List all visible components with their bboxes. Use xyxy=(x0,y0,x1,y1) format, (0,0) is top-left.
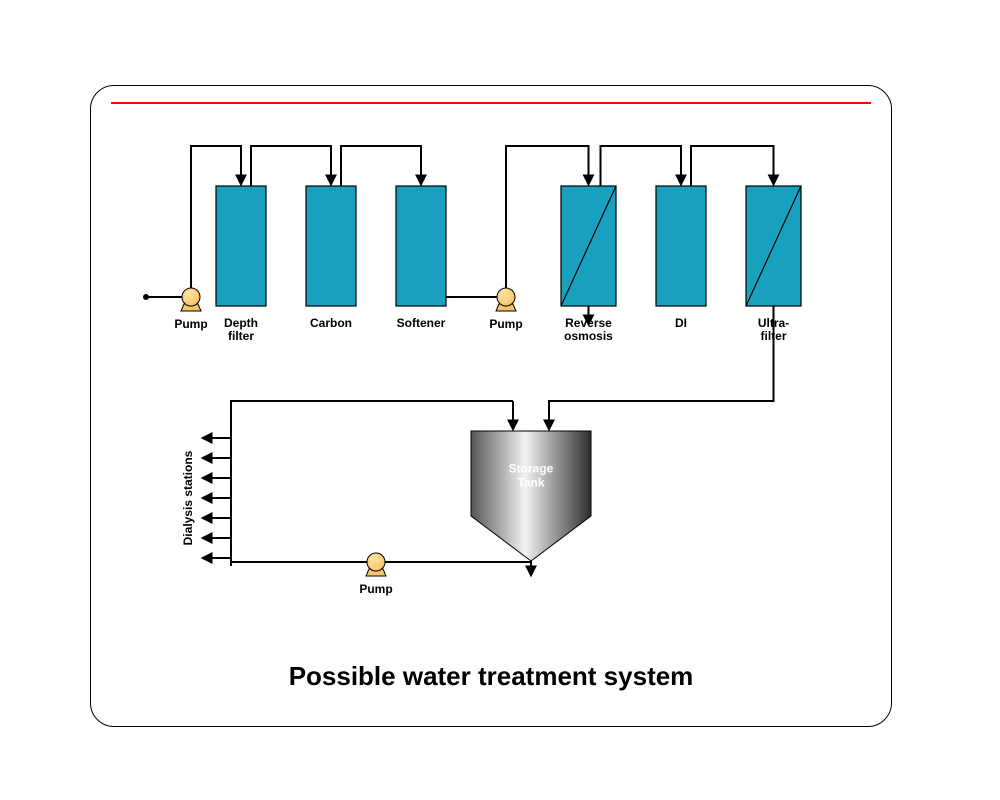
storage-tank xyxy=(471,431,591,561)
svg-text:Pump: Pump xyxy=(359,582,392,596)
unit-softener xyxy=(396,186,446,306)
pipe xyxy=(231,426,367,562)
pump-pump1: Pump xyxy=(174,288,207,331)
svg-text:Dialysis stations: Dialysis stations xyxy=(181,450,195,545)
flowchart-svg: Depthfilter Carbon Softener Reverseosmosis D… xyxy=(91,86,891,726)
unit-di xyxy=(656,186,706,306)
pipe xyxy=(691,146,774,186)
unit-carbon xyxy=(306,186,356,306)
pump-pump3: Pump xyxy=(359,553,392,596)
pipe xyxy=(231,401,513,426)
unit-depth xyxy=(216,186,266,306)
diagram-frame: Depthfilter Carbon Softener Reverseosmosis D… xyxy=(90,85,892,727)
pipe xyxy=(385,562,531,575)
pipe xyxy=(341,146,421,186)
dialysis-layer: Dialysis stations xyxy=(181,438,231,558)
svg-text:Softener: Softener xyxy=(397,316,446,330)
svg-text:Carbon: Carbon xyxy=(310,316,352,330)
tank-layer: StorageTank xyxy=(471,431,591,561)
pipe xyxy=(251,146,331,186)
svg-text:Reverseosmosis: Reverseosmosis xyxy=(564,316,613,343)
svg-text:Depthfilter: Depthfilter xyxy=(224,316,258,343)
svg-text:Ultra-filter: Ultra-filter xyxy=(758,316,789,343)
pipe xyxy=(601,146,682,186)
pump-pump2: Pump xyxy=(489,288,522,331)
pumps-layer: Pump Pump Pump xyxy=(174,288,522,596)
svg-text:DI: DI xyxy=(675,316,687,330)
svg-text:Pump: Pump xyxy=(489,317,522,331)
diagram-title: Possible water treatment system xyxy=(91,661,891,692)
svg-text:Pump: Pump xyxy=(174,317,207,331)
